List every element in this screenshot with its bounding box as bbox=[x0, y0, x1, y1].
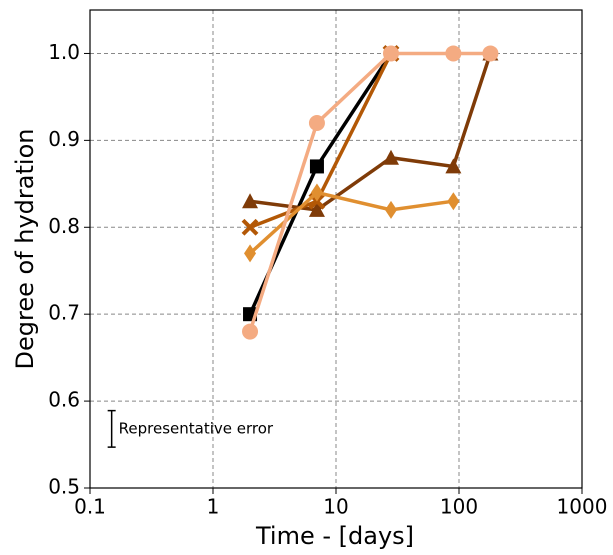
marker bbox=[383, 45, 400, 62]
x-tick-label: 0.1 bbox=[74, 495, 106, 519]
y-tick-label: 0.5 bbox=[48, 475, 80, 499]
marker bbox=[241, 218, 259, 236]
marker bbox=[383, 149, 400, 165]
marker bbox=[385, 200, 398, 219]
x-tick-label: 100 bbox=[440, 495, 478, 519]
error-bar bbox=[107, 409, 116, 448]
x-tick-label: 10 bbox=[323, 495, 348, 519]
marker bbox=[445, 45, 462, 62]
y-tick-label: 0.6 bbox=[48, 388, 80, 412]
marker bbox=[447, 192, 460, 211]
y-tick-label: 0.9 bbox=[48, 127, 80, 151]
marker bbox=[308, 201, 325, 217]
x-tick-label: 1000 bbox=[557, 495, 608, 519]
marker bbox=[310, 183, 323, 202]
marker bbox=[445, 158, 462, 174]
marker bbox=[244, 244, 257, 263]
marker bbox=[308, 114, 325, 131]
y-axis-label: Degree of hydration bbox=[11, 129, 39, 370]
plot-frame bbox=[89, 9, 583, 489]
y-tick-label: 1.0 bbox=[48, 40, 80, 64]
x-axis-label: Time - [days] bbox=[255, 522, 414, 550]
marker bbox=[309, 159, 324, 174]
marker bbox=[242, 193, 259, 209]
y-tick-label: 0.7 bbox=[48, 301, 80, 325]
series-line bbox=[249, 52, 393, 229]
x-tick-label: 1 bbox=[207, 495, 220, 519]
y-tick-label: 0.8 bbox=[48, 214, 80, 238]
series-line bbox=[249, 52, 493, 212]
marker bbox=[242, 323, 259, 340]
annotation: Representative error bbox=[119, 419, 274, 437]
marker bbox=[482, 45, 499, 62]
